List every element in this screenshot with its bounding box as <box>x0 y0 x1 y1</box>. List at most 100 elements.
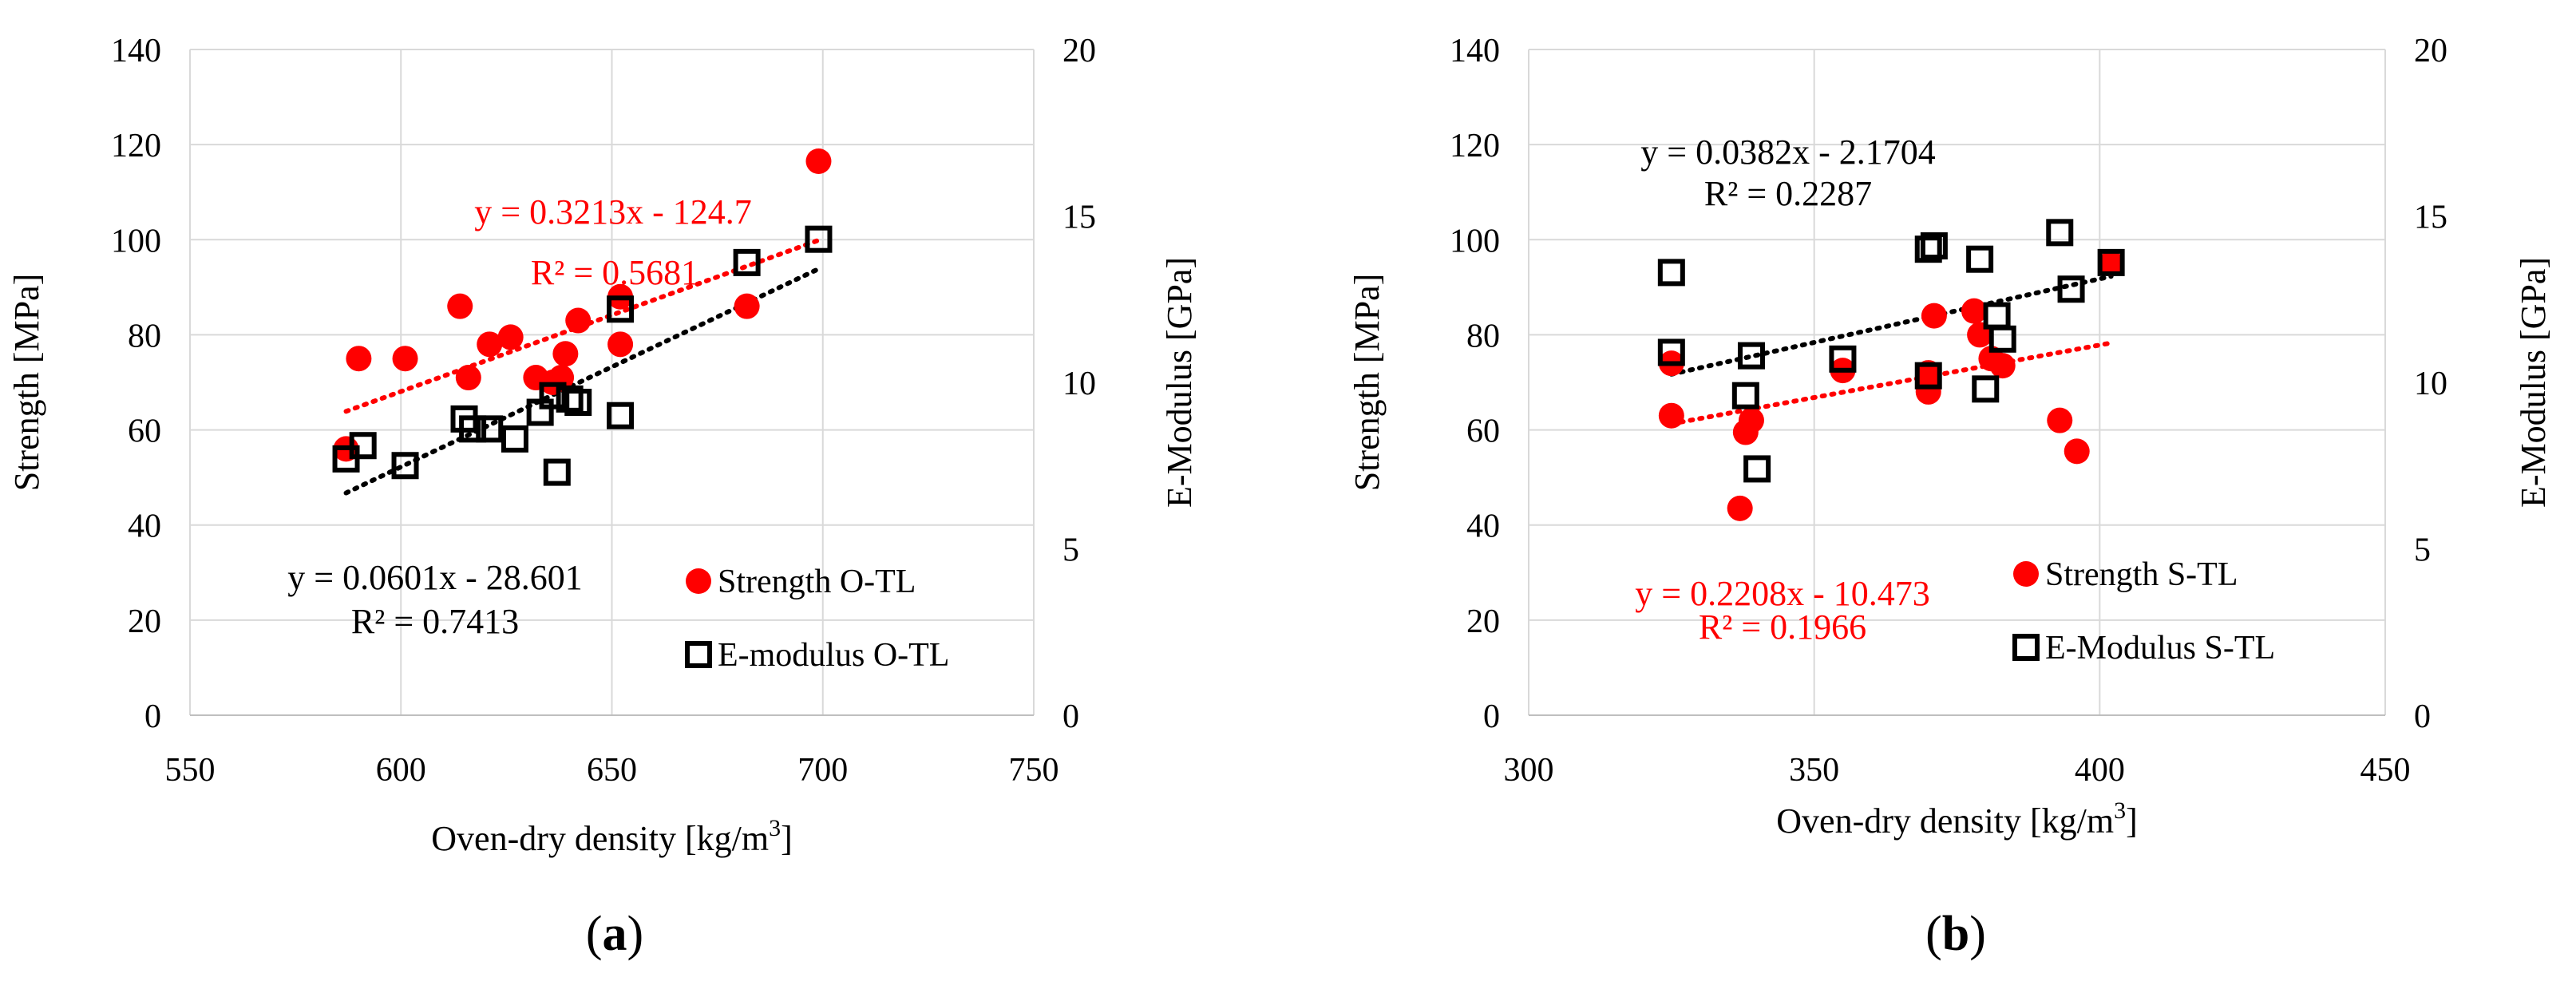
data-point-emodulus <box>2097 248 2125 276</box>
data-point-emodulus <box>1914 362 1942 390</box>
legend-marker-emodulus <box>2012 634 2040 661</box>
data-point-strength <box>1961 298 1987 324</box>
x-tick-label: 750 <box>1009 752 1059 789</box>
data-point-emodulus <box>1972 375 2000 403</box>
y-tick-label: 80 <box>128 318 161 354</box>
y-tick-label: 20 <box>128 603 161 640</box>
chart-panel-a: 0 20 40 60 80 100 120 140 0 5 10 15 20 550 600 650 700 75… <box>7 33 1199 961</box>
y-tick-label: 60 <box>128 413 161 450</box>
trendline-emodulus <box>1668 274 2114 377</box>
trendline-equation: y = 0.2208x - 10.473 <box>1635 574 1929 613</box>
data-point-emodulus <box>2046 219 2074 247</box>
panel-label: (a) <box>586 907 643 961</box>
x-axis-label-end: ] <box>2126 801 2138 841</box>
data-point-emodulus <box>1737 342 1765 370</box>
y-tick-label: 60 <box>1466 413 1500 450</box>
x-axis-label: Oven-dry density [kg/m3] <box>1776 797 2137 841</box>
data-point-strength <box>1727 495 1753 521</box>
data-point-strength <box>2064 438 2090 465</box>
legend: Strength S-TL E-Modulus S-TL <box>2012 556 2275 667</box>
y2-axis-label: E-Modulus [GPa] <box>2514 257 2553 508</box>
x-axis-label-end: ] <box>781 819 793 858</box>
y-tick-label: 100 <box>111 223 161 259</box>
data-point-strength <box>447 293 473 319</box>
data-point-emodulus <box>501 425 528 453</box>
data-point-strength <box>734 293 760 319</box>
data-point-emodulus <box>733 248 761 276</box>
data-point-strength <box>805 148 832 174</box>
data-point-emodulus <box>1983 302 2011 330</box>
y-tick-label: 20 <box>1466 603 1500 640</box>
legend-marker-strength <box>686 568 711 594</box>
data-point-strength <box>2047 407 2073 433</box>
data-point-strength <box>477 331 503 358</box>
y-tick-label: 120 <box>1450 128 1500 164</box>
x-tick-label: 450 <box>2360 752 2411 789</box>
data-point-emodulus <box>1966 245 1994 273</box>
data-point-strength <box>1658 402 1684 429</box>
x-tick-label: 350 <box>1789 752 1839 789</box>
y-axis-label: Strength [MPa] <box>1347 274 1387 492</box>
data-point-emodulus <box>607 295 635 323</box>
y2-tick-label: 15 <box>2414 200 2447 236</box>
y2-tick-label: 15 <box>1062 200 1096 236</box>
data-point-emodulus <box>1914 235 1942 263</box>
legend-label-emodulus: E-Modulus S-TL <box>2045 630 2275 667</box>
data-point-emodulus <box>391 452 419 480</box>
data-point-strength <box>392 346 418 372</box>
trendline-equation: y = 0.0601x - 28.601 <box>287 558 582 597</box>
data-point-strength <box>1989 353 2016 379</box>
y-tick-label: 0 <box>1483 698 1500 735</box>
data-point-strength <box>346 346 372 372</box>
data-point-emodulus <box>349 432 377 460</box>
trendline-r2: R² = 0.1966 <box>1699 607 1866 647</box>
chart-panel-b: 0 20 40 60 80 100 120 140 0 5 10 15 20 300 350 400 450 Ov… <box>1347 33 2553 961</box>
y2-tick-label: 10 <box>2414 366 2447 402</box>
y-tick-label: 40 <box>1466 508 1500 545</box>
x-axis-label-main: Oven-dry density [kg/m <box>431 819 769 858</box>
data-point-strength <box>565 307 592 334</box>
y-tick-label: 0 <box>144 698 161 735</box>
data-point-emodulus <box>1743 455 1771 483</box>
panel-label-close: ) <box>627 907 644 961</box>
x-axis-label-sup: 3 <box>769 815 781 841</box>
panel-label: (b) <box>1925 907 1986 961</box>
y2-axis-label: E-Modulus [GPa] <box>1160 257 1199 508</box>
data-point-emodulus <box>607 402 635 429</box>
legend-label-strength: Strength O-TL <box>718 564 916 600</box>
data-point-emodulus <box>556 385 584 413</box>
y2-tick-label: 0 <box>2414 698 2431 735</box>
data-point-emodulus <box>805 225 833 253</box>
trendline-r2: R² = 0.7413 <box>351 602 519 641</box>
x-axis-label-sup: 3 <box>2114 797 2126 824</box>
data-point-emodulus <box>476 415 504 443</box>
y-tick-label: 80 <box>1466 318 1500 354</box>
data-point-emodulus <box>1920 232 1948 260</box>
trendline-equation: y = 0.3213x - 124.7 <box>474 192 751 231</box>
trendline-r2: R² = 0.2287 <box>1704 174 1872 213</box>
y-tick-label: 40 <box>128 508 161 545</box>
data-point-emodulus <box>2057 275 2085 303</box>
data-point-emodulus <box>1657 338 1685 366</box>
y2-tick-label: 0 <box>1062 698 1079 735</box>
y-tick-label: 100 <box>1450 223 1500 259</box>
data-point-emodulus <box>1731 382 1759 409</box>
x-tick-label: 650 <box>587 752 637 789</box>
data-point-emodulus <box>1829 345 1857 373</box>
y2-tick-label: 5 <box>1062 532 1079 569</box>
x-tick-label: 550 <box>165 752 216 789</box>
panel-label-close: ) <box>1969 907 1986 961</box>
data-point-strength <box>607 331 634 358</box>
y-axis-label: Strength [MPa] <box>7 274 46 492</box>
panel-label-open: ( <box>586 907 603 961</box>
legend-marker-emodulus <box>685 641 712 668</box>
legend-label-emodulus: E-modulus O-TL <box>718 637 949 674</box>
legend-marker-strength <box>2013 561 2039 587</box>
data-point-strength <box>1738 407 1764 433</box>
trendline-r2: R² = 0.5681 <box>531 253 698 292</box>
y2-tick-label: 20 <box>1062 33 1096 69</box>
data-point-strength <box>552 341 579 367</box>
x-tick-label: 400 <box>2075 752 2125 789</box>
panel-label-letter: b <box>1942 907 1969 961</box>
